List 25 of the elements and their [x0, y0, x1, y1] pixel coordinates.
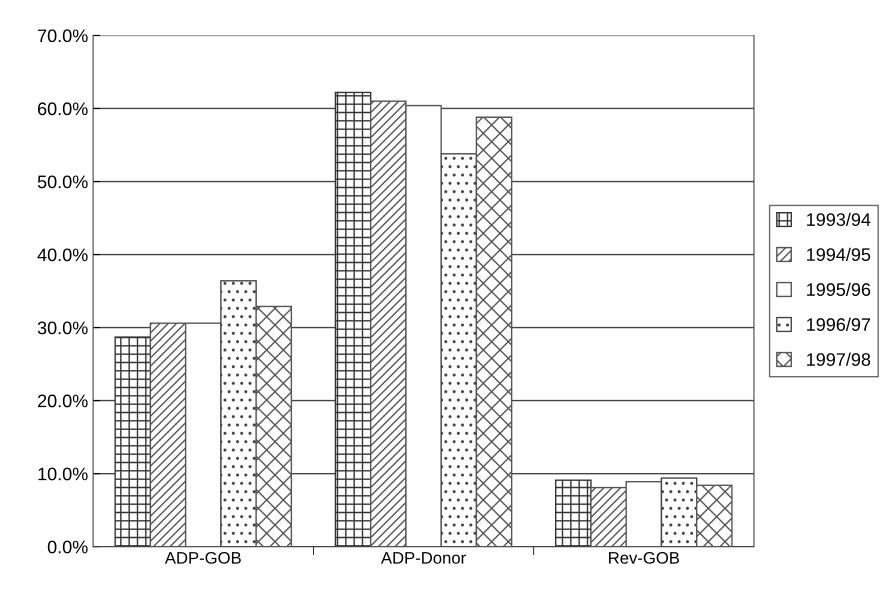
y-tick-label: 30.0% — [38, 322, 88, 334]
bar — [114, 336, 152, 547]
y-tick-label: 10.0% — [38, 468, 88, 480]
bar — [660, 477, 698, 547]
legend-label: 1993/94 — [807, 212, 870, 226]
y-tick-label: 20.0% — [38, 394, 88, 408]
legend-label: 1997/98 — [807, 352, 870, 366]
x-tick-label: ADP-GOB — [164, 552, 241, 564]
bar — [255, 306, 292, 547]
bar — [220, 280, 257, 547]
x-tick-label: ADP-Donor — [380, 552, 466, 564]
bar — [555, 480, 592, 547]
y-tick-label: 40.0% — [37, 248, 88, 262]
legend-label: 1994/95 — [807, 248, 870, 261]
bar — [476, 116, 512, 547]
bar — [334, 92, 372, 547]
legend-label: 1995/96 — [807, 282, 870, 296]
bar — [440, 153, 478, 547]
x-tick-label: Rev-GOB — [609, 552, 680, 564]
y-tick-label: 0.0% — [48, 540, 88, 554]
legend-label: 1996/97 — [807, 318, 870, 331]
bar — [696, 484, 733, 547]
y-tick-label: 70.0% — [38, 29, 88, 42]
y-tick-label: 50.0% — [38, 175, 88, 188]
y-tick-label: 60.0% — [38, 102, 88, 116]
